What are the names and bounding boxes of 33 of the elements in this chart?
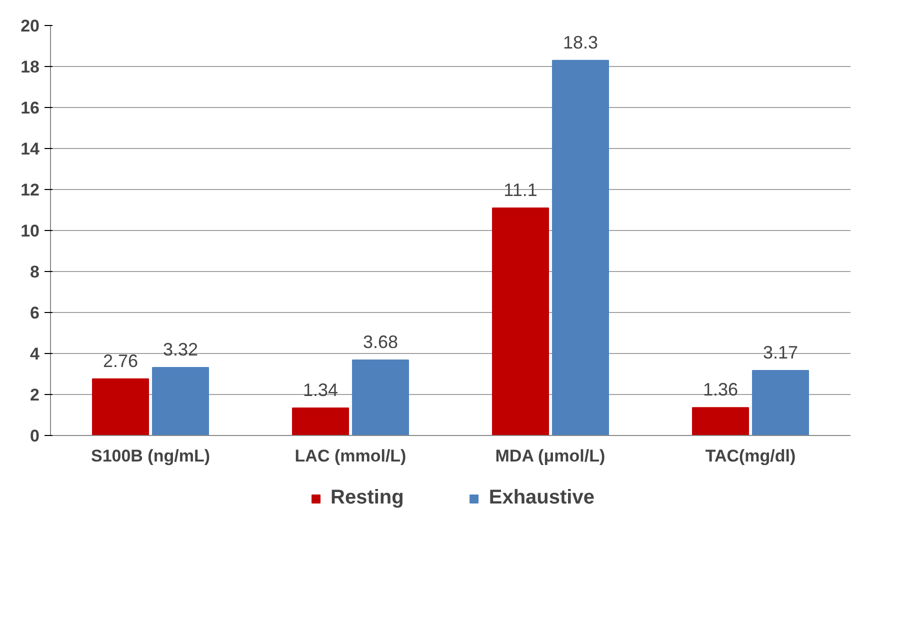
y-tick-label: 8 [30,262,40,282]
y-tick-label: 16 [20,98,40,118]
y-tick-label: 4 [30,344,40,364]
data-label: 11.1 [504,180,538,200]
bar [92,378,149,436]
y-tick-label: 0 [30,426,40,446]
y-tick-label: 2 [30,386,40,404]
y-tick-label: 6 [30,304,40,322]
data-label: 1.36 [702,380,738,400]
data-label: 18.3 [562,32,598,52]
y-tick-label: 18 [20,58,40,76]
bar [752,370,809,436]
x-tick-label: LAC (mmol/L) [294,446,406,466]
y-tick-label: 12 [20,180,40,200]
data-label: 3.68 [362,332,398,352]
bar [692,407,749,436]
y-tick-label: 14 [20,140,40,158]
x-tick-label: S100B (ng/mL) [90,446,210,466]
x-tick-label: TAC(mg/dl) [705,446,796,466]
data-label: 1.34 [302,380,338,400]
y-tick-label: 10 [20,222,40,240]
data-label: 2.76 [102,350,138,371]
data-label: 3.32 [162,339,198,360]
bar [352,360,409,436]
bar [152,366,209,436]
legend-label: Resting [330,486,404,510]
data-label: 3.17 [762,342,798,363]
legend-label: Exhaustive [488,486,594,510]
bar [492,207,549,436]
bar [552,60,609,436]
x-tick-label: MDA (μmol/L) [495,446,606,466]
bar [292,408,349,436]
y-tick-label: 20 [20,16,40,36]
